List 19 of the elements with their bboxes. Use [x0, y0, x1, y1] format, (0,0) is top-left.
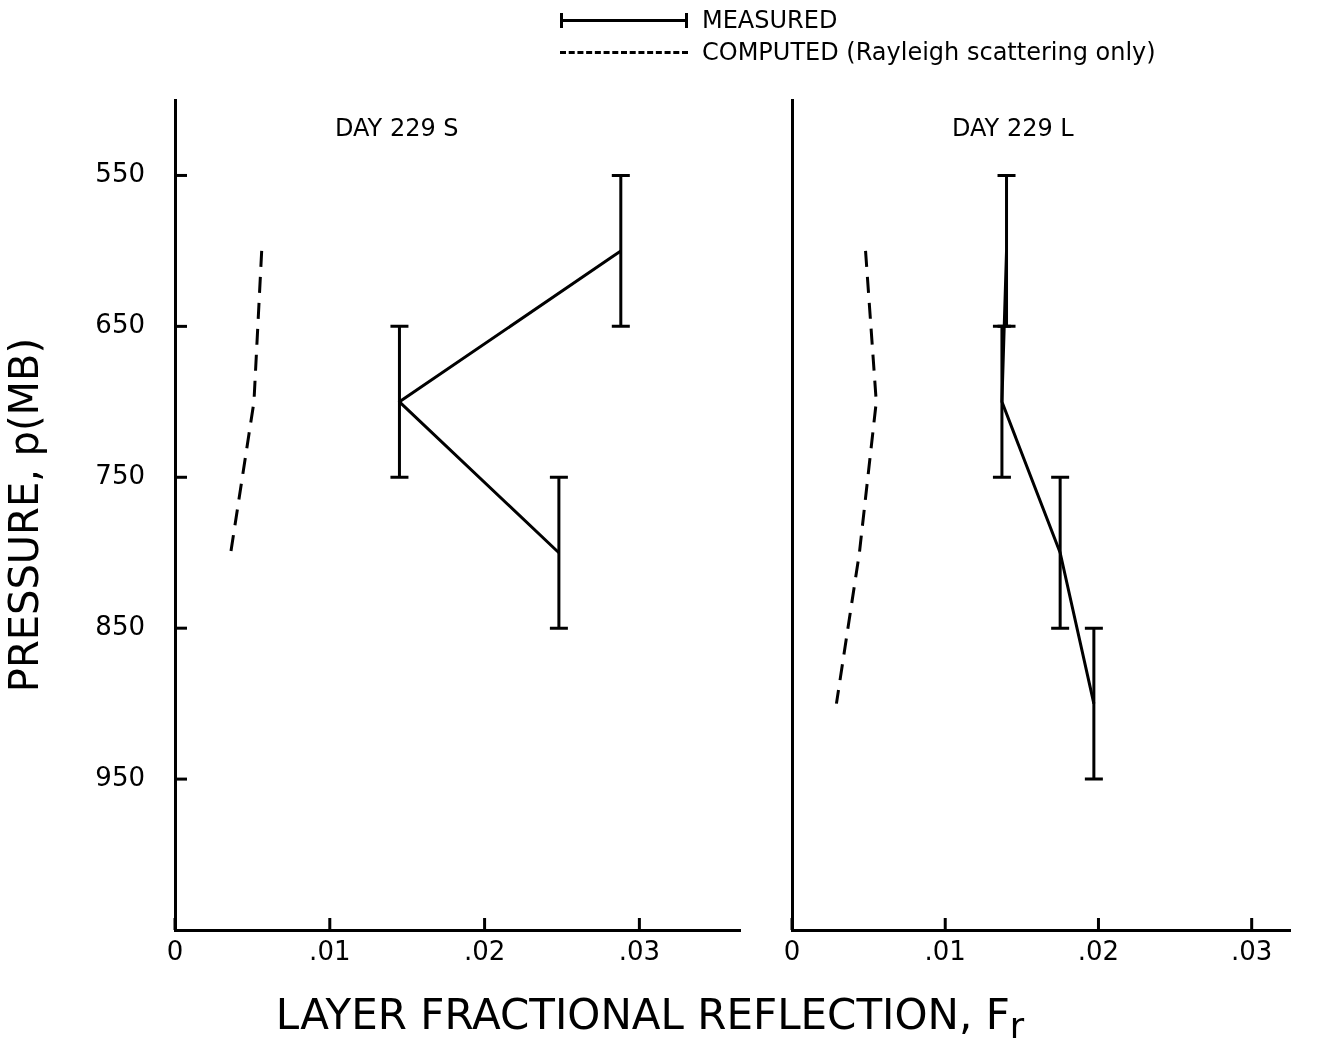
- x-tick-label: 0: [166, 936, 184, 967]
- x-tick-label: .01: [924, 936, 966, 967]
- x-tick-label: .03: [618, 936, 661, 967]
- x-tick-label: .01: [309, 936, 351, 967]
- x-axis-title: LAYER FRACTIONAL REFLECTION, F$_{r}$: [274, 990, 1026, 1047]
- y-tick-label: 550: [95, 158, 145, 189]
- text: DAY 229 S: [335, 114, 459, 143]
- y-axis-title: PRESSURE, p(MB): [1, 337, 48, 693]
- x-tick-label: .02: [1077, 936, 1120, 967]
- text: DAY 229 L: [952, 114, 1075, 143]
- y-tick-label: 750: [95, 460, 145, 491]
- x-tick-label: 0: [783, 936, 801, 967]
- y-tick-label: 650: [95, 309, 145, 340]
- x-tick-label: .03: [1231, 936, 1273, 967]
- y-tick-label: 950: [95, 761, 145, 792]
- text: COMPUTED (Rayleigh scattering only): [702, 37, 1156, 68]
- y-tick-label: 850: [95, 610, 145, 641]
- x-tick-label: .02: [463, 936, 506, 967]
- legend-label: MEASURED: [702, 5, 838, 36]
